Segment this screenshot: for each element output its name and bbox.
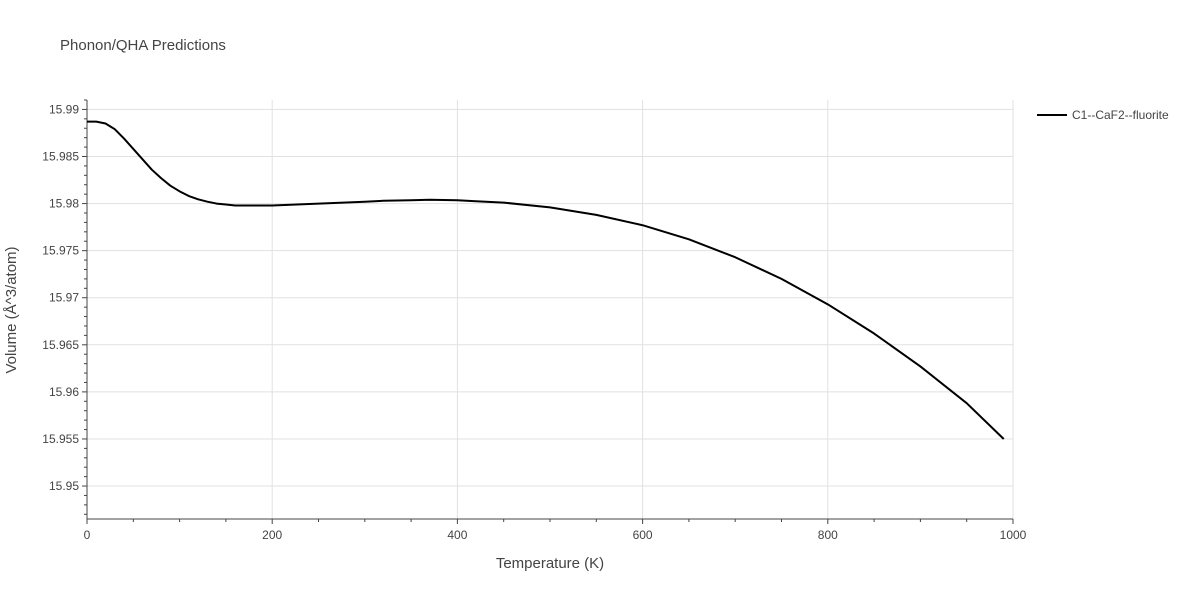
y-tick-label: 15.99	[49, 102, 79, 116]
y-tick-label: 15.98	[49, 197, 79, 211]
y-tick-label: 15.965	[42, 338, 79, 352]
y-tick-label: 15.955	[42, 432, 79, 446]
legend[interactable]: C1--CaF2--fluorite	[1037, 108, 1169, 122]
y-tick-label: 15.95	[49, 479, 79, 493]
chart-title: Phonon/QHA Predictions	[60, 37, 226, 54]
x-tick-label: 400	[447, 528, 467, 542]
x-tick-label: 200	[262, 528, 282, 542]
y-axis-title: Volume (Å^3/atom)	[3, 246, 20, 373]
y-tick-label: 15.975	[42, 244, 79, 258]
grid	[87, 100, 1014, 519]
axes: 0 200 400 600 800 1000 15.95 15.955 15.96 15.965 1…	[42, 99, 1027, 542]
x-axis-title: Temperature (K)	[496, 555, 604, 572]
y-tick-label: 15.96	[49, 385, 79, 399]
x-tick-label: 600	[633, 528, 653, 542]
y-tick-label: 15.985	[42, 149, 79, 163]
x-tick-label: 0	[84, 528, 91, 542]
series-line	[87, 120, 1005, 440]
x-tick-label: 1000	[1000, 528, 1027, 542]
legend-label: C1--CaF2--fluorite	[1072, 108, 1169, 122]
x-tick-label: 800	[818, 528, 838, 542]
series-layer	[87, 120, 1005, 440]
y-tick-label: 15.97	[49, 291, 79, 305]
